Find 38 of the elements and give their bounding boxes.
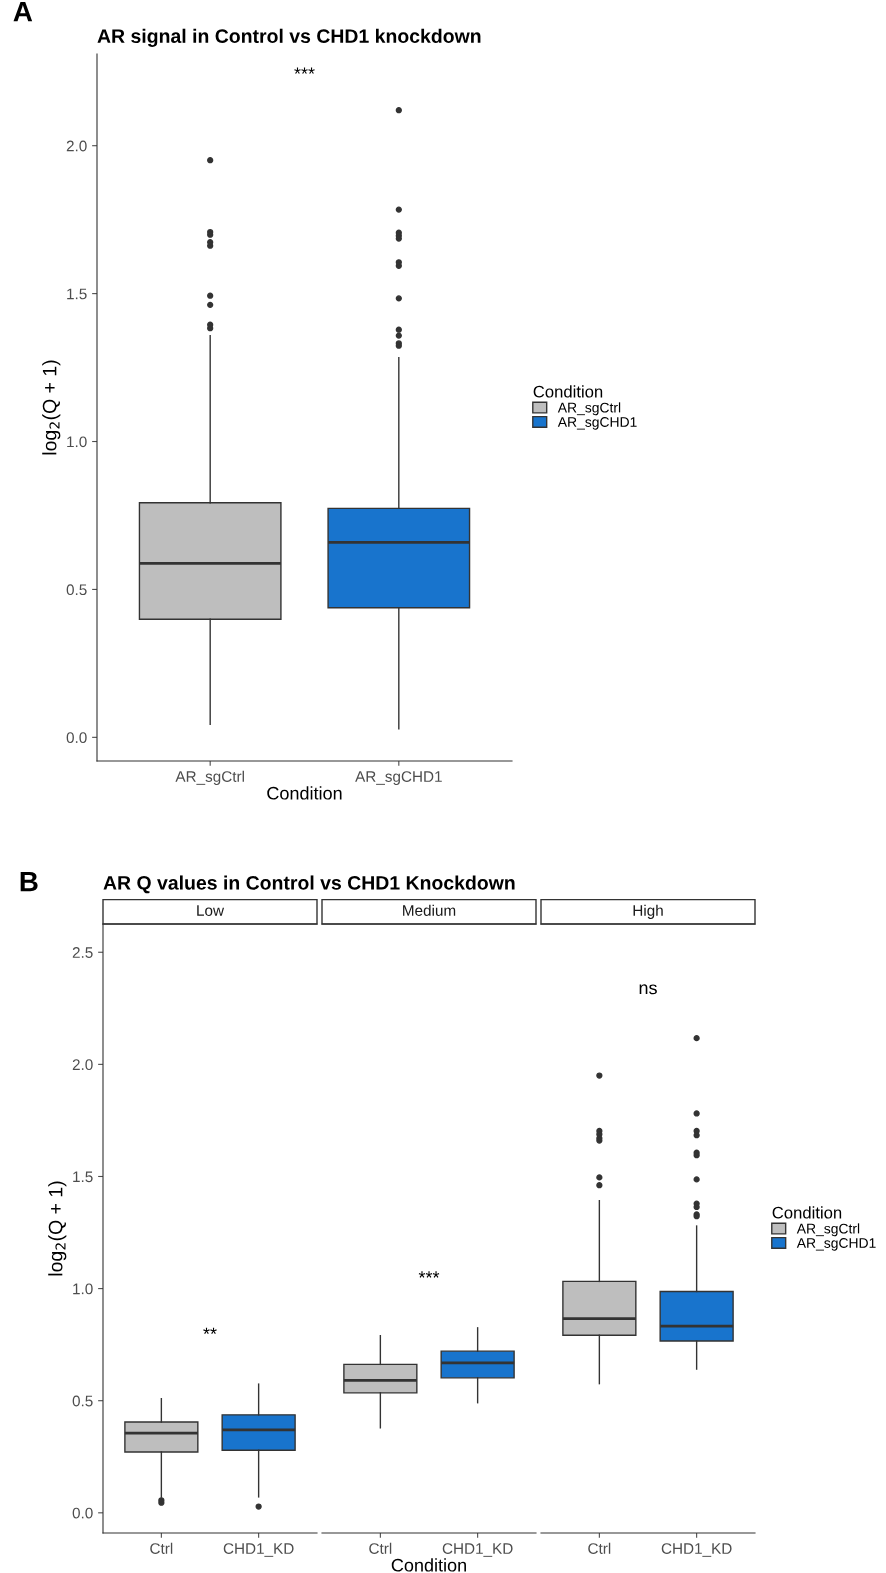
x-axis-title: Condition <box>391 1558 466 1572</box>
x-tick-label: Ctrl <box>588 1542 611 1554</box>
text: A <box>13 2 33 22</box>
x-tick-label: CHD1_KD <box>661 1543 732 1557</box>
legend-label: AR_sgCtrl <box>557 402 621 416</box>
y-tick-label: 0.5 <box>72 1395 93 1407</box>
legend-title: Condition <box>772 1206 842 1219</box>
chart-title: AR signal in Control vs CHD1 knockdown <box>97 28 481 47</box>
y-axis-title: log$_{2}$(Q + 1) <box>42 360 61 455</box>
y-tick-label: 2.0 <box>66 140 87 152</box>
y-tick-label: 0.5 <box>66 584 87 596</box>
y-tick-label: 1.5 <box>73 1171 93 1183</box>
annotation: *** <box>294 67 315 74</box>
x-tick-label: Ctrl <box>369 1542 392 1554</box>
y-tick-label: 2.0 <box>72 1059 93 1071</box>
y-tick-label: 0.0 <box>72 1507 93 1519</box>
y-tick-label: 1.0 <box>67 436 87 448</box>
annotation: ** <box>203 1327 217 1334</box>
annotation: *** <box>418 1271 440 1278</box>
y-tick-label: 2.5 <box>72 947 93 958</box>
legend-label: AR_sgCHD1 <box>796 1238 876 1251</box>
x-tick-label: Ctrl <box>150 1542 173 1554</box>
x-tick-label: CHD1_KD <box>442 1543 513 1557</box>
x-tick-label: CHD1_KD <box>223 1543 294 1557</box>
y-tick-label: 0.0 <box>66 732 87 744</box>
y-tick-label: 1.5 <box>67 288 87 300</box>
y-axis-title: log$_{2}$(Q + 1) <box>48 1181 67 1276</box>
chart-subtitle: Medium <box>403 904 456 916</box>
legend-label: AR_sgCtrl <box>796 1223 860 1237</box>
chart-subtitle: High <box>633 904 663 919</box>
chart-title: AR Q values in Control vs CHD1 Knockdown <box>103 875 515 894</box>
annotation: ns <box>639 984 657 995</box>
text: B <box>20 872 38 892</box>
chart-subtitle: Low <box>197 905 225 916</box>
legend-label: AR_sgCHD1 <box>557 417 637 430</box>
legend-title: Condition <box>533 385 603 398</box>
x-axis-title: Condition <box>267 786 342 800</box>
y-tick-label: 1.0 <box>73 1283 93 1295</box>
